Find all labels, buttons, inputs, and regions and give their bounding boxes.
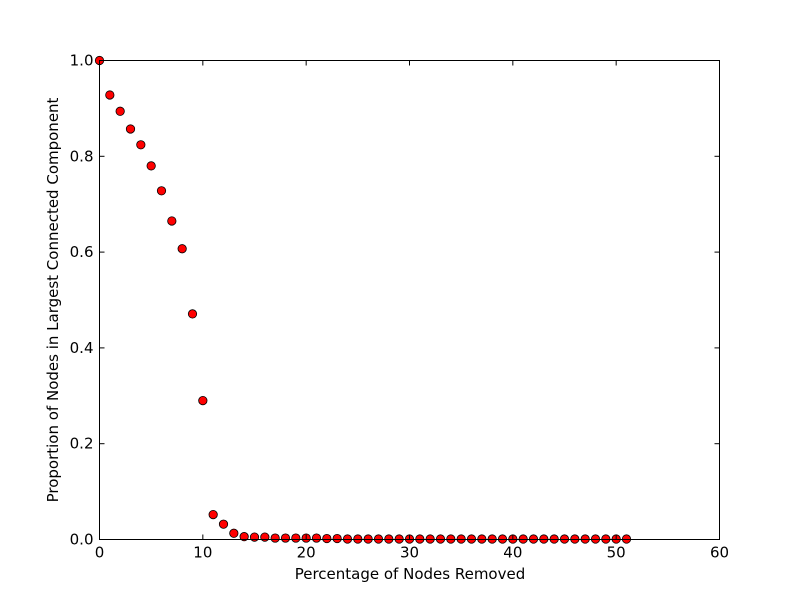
- data-point: [156, 186, 167, 196]
- data-point: [187, 309, 198, 319]
- data-point: [146, 161, 156, 171]
- y-tick-label: 0.0: [70, 531, 94, 549]
- data-point: [115, 106, 125, 116]
- data-point: [136, 140, 146, 150]
- data-point: [218, 519, 229, 529]
- x-tick-label: 10: [193, 544, 212, 562]
- data-point: [280, 533, 291, 543]
- data-point: [311, 533, 322, 543]
- x-tick-label: 20: [297, 544, 316, 562]
- x-tick-label: 30: [400, 544, 419, 562]
- data-point: [270, 533, 280, 543]
- y-tick-label: 0.2: [70, 435, 94, 453]
- y-tick-label: 0.4: [70, 339, 94, 357]
- x-tick-label: 40: [503, 544, 522, 562]
- data-point: [332, 533, 342, 544]
- x-tick-label: 60: [710, 544, 729, 562]
- data-point: [105, 90, 115, 100]
- x-axis-title: Percentage of Nodes Removed: [295, 565, 526, 583]
- data-point: [249, 532, 260, 542]
- y-tick-label: 0.8: [70, 147, 94, 165]
- plot-frame: [99, 60, 720, 540]
- data-point: [291, 533, 301, 543]
- data-point: [198, 395, 208, 406]
- data-point: [125, 124, 136, 134]
- y-tick-label: 1.0: [70, 52, 94, 70]
- x-tick-label: 0: [95, 544, 105, 562]
- data-point: [322, 533, 332, 544]
- axis-ticks: [99, 60, 720, 540]
- y-axis-title: Proportion of Nodes in Largest Connected…: [44, 97, 62, 502]
- tick-labels: 0 10 20 30 40 50 60 0.0 0.2 0.4 0.6 0.8 1.0: [70, 52, 729, 562]
- data-points: [94, 55, 632, 544]
- x-tick-label: 50: [607, 544, 626, 562]
- data-point: [167, 216, 177, 226]
- data-point: [229, 528, 239, 538]
- data-point: [177, 244, 187, 254]
- data-point: [208, 509, 218, 520]
- y-tick-label: 0.6: [70, 243, 94, 261]
- data-point: [239, 532, 249, 542]
- data-point: [260, 532, 270, 542]
